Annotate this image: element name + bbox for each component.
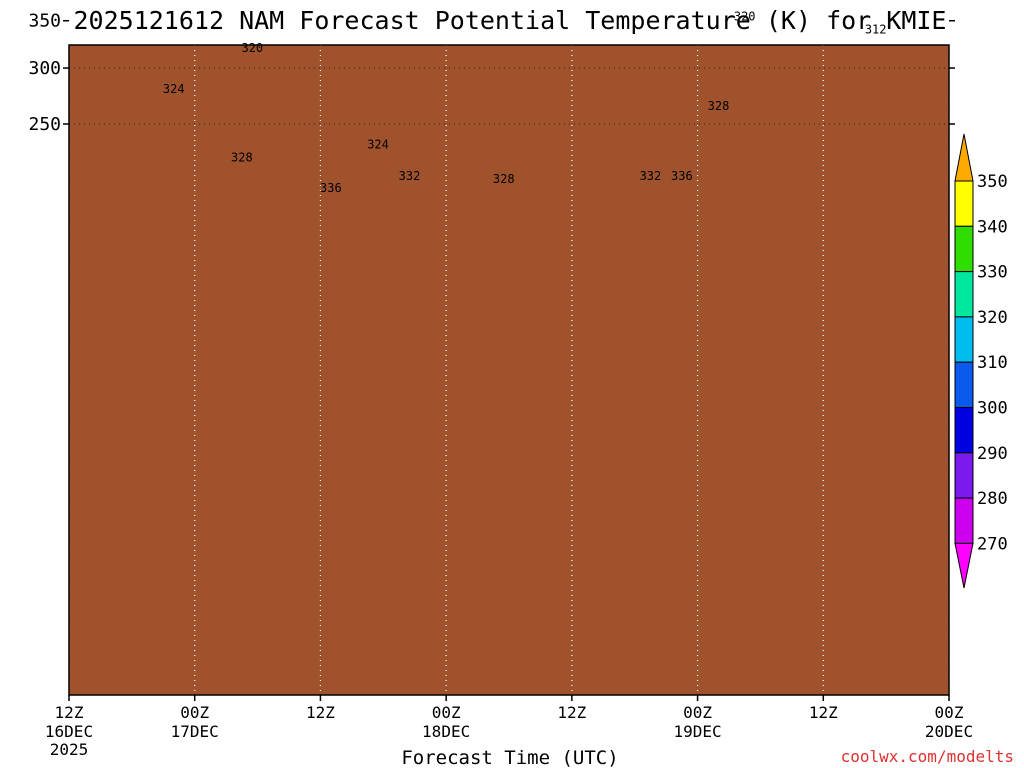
contour-label: 324	[163, 82, 185, 96]
contour-label: 324	[367, 137, 389, 151]
contour-labels: 3363323283323363283243283243203123203163…	[163, 9, 887, 195]
contour-label: 328	[708, 99, 730, 113]
contour-label: 332	[399, 169, 421, 183]
colorbar-label: 270	[977, 534, 1008, 554]
x-tick-date: 17DEC	[171, 722, 219, 741]
colorbar-top-arrow	[954, 133, 974, 182]
credit-link[interactable]: coolwx.com/modelts	[841, 747, 1014, 766]
colorbar-band	[954, 452, 974, 499]
contour-label: 312	[865, 23, 887, 37]
colorbar-band	[954, 497, 974, 544]
x-tick-label: 12Z	[809, 703, 838, 722]
colorbar-bottom-arrow	[954, 542, 974, 589]
x-tick-label: 00Z	[683, 703, 712, 722]
x-tick-label: 12Z	[306, 703, 335, 722]
chart-title: 2025121612 NAM Forecast Potential Temper…	[74, 6, 947, 35]
y-tick-label: 250	[28, 114, 61, 135]
contour-label: 332	[640, 169, 662, 183]
colorbar-band	[954, 271, 974, 318]
y-tick-label: 350	[28, 11, 61, 32]
contour-label: 320	[734, 9, 756, 23]
x-axis-label: Forecast Time (UTC)	[401, 747, 618, 768]
contour-label: 328	[493, 172, 515, 186]
x-tick-year: 2025	[50, 740, 89, 759]
ground-surface	[69, 45, 949, 695]
x-tick-label: 00Z	[180, 703, 209, 722]
colorbar-band	[954, 180, 974, 227]
contour-label: 328	[231, 151, 253, 165]
colorbar-label: 330	[977, 263, 1008, 283]
x-tick-date: 18DEC	[422, 722, 470, 741]
x-tick-date: 20DEC	[925, 722, 973, 741]
colorbar-label: 290	[977, 444, 1008, 464]
contour-label: 320	[241, 41, 263, 55]
x-tick-label: 00Z	[935, 703, 964, 722]
colorbar-label: 300	[977, 399, 1008, 419]
colorbar-band	[954, 361, 974, 409]
isentrope-contours	[69, 45, 949, 695]
grid-lines	[69, 45, 949, 695]
contour-label: 336	[320, 181, 342, 195]
colorbar-band	[954, 225, 974, 273]
colorbar-legend: 350 340 330 320 310 300 290 280 270	[954, 133, 1008, 589]
colorbar-label: 320	[977, 308, 1008, 328]
x-tick-date: 19DEC	[673, 722, 721, 741]
colorbar-label: 340	[977, 217, 1008, 237]
x-tick-date: 16DEC	[45, 722, 93, 741]
colorbar-label: 280	[977, 489, 1008, 509]
y-tick-label: 300	[28, 58, 61, 79]
contour-label: 336	[671, 169, 693, 183]
y-axis-pressure: 2503003504004505005506006507007508008509…	[28, 11, 955, 135]
colorbar-band	[954, 316, 974, 363]
colorbar-label: 310	[977, 353, 1008, 373]
x-tick-label: 12Z	[55, 703, 84, 722]
x-tick-label: 00Z	[432, 703, 461, 722]
plot-frame	[68, 44, 950, 696]
colorbar-band	[954, 407, 974, 454]
colorbar-label: 350	[977, 172, 1008, 192]
x-tick-label: 12Z	[557, 703, 586, 722]
